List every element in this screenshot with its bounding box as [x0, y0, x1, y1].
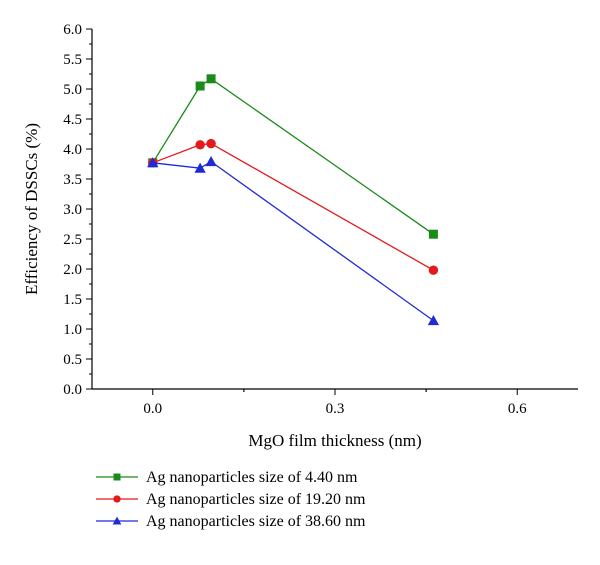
legend-label: Ag nanoparticles size of 4.40 nm — [146, 469, 358, 486]
series-line — [152, 160, 434, 322]
y-tick-label: 6.0 — [63, 22, 82, 38]
y-tick-label: 2.5 — [63, 232, 82, 248]
y-axis-title: Efficiency of DSSCs (%) — [22, 123, 41, 295]
x-tick-label: 0.6 — [508, 401, 527, 417]
y-tick-label: 4.5 — [63, 112, 82, 128]
series-3 — [147, 155, 440, 326]
legend-label: Ag nanoparticles size of 19.20 nm — [146, 491, 366, 508]
y-tick-label: 2.0 — [63, 262, 82, 278]
y-tick-label: 1.5 — [63, 292, 82, 308]
y-tick-label: 1.0 — [63, 322, 82, 338]
data-point — [205, 155, 217, 167]
data-point — [113, 473, 121, 481]
data-point — [206, 74, 216, 84]
data-point — [427, 314, 440, 326]
y-tick-label: 5.5 — [63, 52, 82, 68]
data-point — [206, 138, 216, 149]
data-point — [195, 140, 205, 150]
data-point — [147, 157, 159, 168]
y-tick-label: 3.5 — [63, 172, 82, 188]
series-line — [152, 142, 434, 271]
data-point — [428, 265, 439, 275]
legend-label: Ag nanoparticles size of 38.60 nm — [146, 513, 366, 530]
y-tick-label: 0.0 — [63, 382, 82, 398]
series-1 — [148, 74, 438, 239]
x-tick-label: 0.0 — [143, 401, 162, 417]
y-tick-label: 5.0 — [63, 82, 82, 98]
legend: Ag nanoparticles size of 4.40 nm Ag nanop… — [96, 469, 366, 530]
y-tick-label: 4.0 — [63, 142, 82, 158]
data-point — [112, 516, 122, 525]
series-line — [152, 78, 434, 235]
x-axis-title: MgO film thickness (nm) — [248, 431, 421, 450]
y-tick-label: 0.5 — [63, 352, 82, 368]
data-point — [195, 81, 205, 91]
data-point — [428, 229, 438, 239]
legend-entry: Ag nanoparticles size of 19.20 nm — [96, 491, 366, 508]
x-tick-label: 0.3 — [326, 401, 345, 417]
series-layer — [147, 74, 440, 326]
data-point — [113, 495, 121, 503]
y-tick-label: 3.0 — [63, 202, 82, 218]
axes: 0.0 0.5 1.0 1.5 2.0 2.5 3.0 3.5 4.0 4.5 5.0 5.5 6.0 0… — [22, 22, 578, 450]
legend-entry: Ag nanoparticles size of 38.60 nm — [96, 513, 366, 530]
data-point — [194, 162, 206, 173]
legend-entry: Ag nanoparticles size of 4.40 nm — [96, 469, 358, 486]
